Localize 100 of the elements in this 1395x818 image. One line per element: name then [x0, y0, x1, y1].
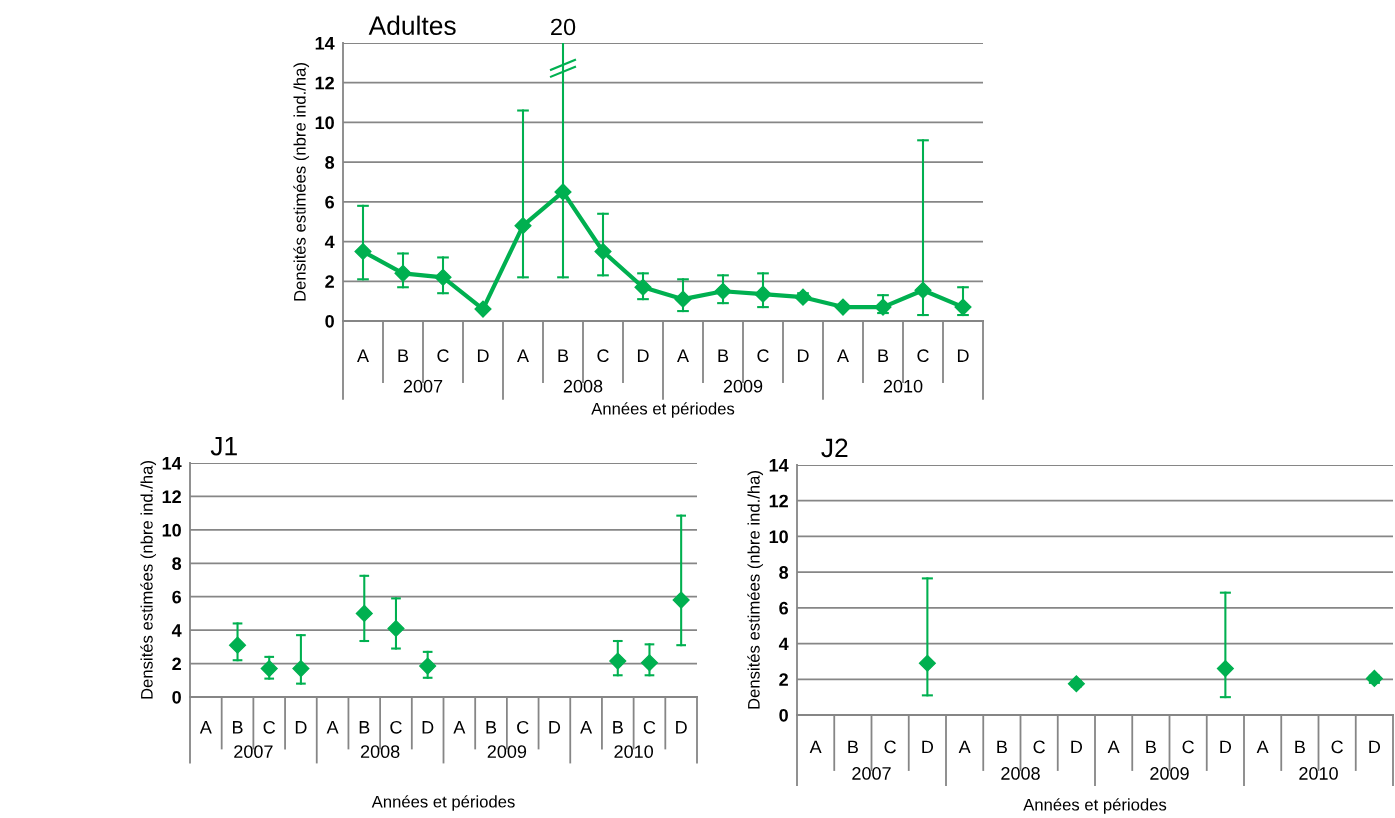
- point: [474, 300, 492, 318]
- x-tick-label: A: [199, 721, 212, 734]
- y-tick-label: 8: [172, 557, 182, 571]
- chart-title: Adultes: [368, 15, 456, 35]
- x-tick-label: B: [718, 349, 729, 362]
- point: [672, 591, 690, 609]
- point: [355, 604, 373, 622]
- point: [609, 652, 627, 670]
- x-tick-label: A: [809, 740, 822, 754]
- y-tick-label: 0: [325, 314, 334, 328]
- x-tick-label: A: [580, 721, 593, 734]
- text: 2009: [723, 379, 763, 393]
- x-tick-label: C: [263, 720, 276, 734]
- x-tick-label: C: [1182, 740, 1194, 754]
- y-tick-label: 6: [325, 195, 335, 209]
- point: [594, 242, 612, 261]
- x-tick-label: D: [637, 349, 649, 362]
- point: [260, 660, 278, 678]
- text: 2009: [1150, 767, 1189, 780]
- x-tick-label: C: [597, 349, 609, 363]
- text: 2008: [360, 745, 400, 759]
- x-tick-label: D: [1071, 740, 1083, 754]
- x-tick-label: C: [517, 720, 529, 734]
- point: [834, 298, 852, 316]
- point: [354, 242, 372, 261]
- point: [640, 654, 659, 672]
- chart-title: J2: [821, 438, 848, 458]
- x-tick-label: B: [486, 721, 497, 734]
- y-axis-title: Densités estimées (nbre ind./ha): [747, 471, 764, 709]
- text: 2008: [563, 379, 603, 393]
- text: 2007: [234, 745, 273, 759]
- y-tick-label: 4: [324, 235, 335, 249]
- y-tick-label: 12: [315, 76, 334, 90]
- x-tick-label: A: [453, 721, 466, 734]
- x-tick-label: C: [437, 349, 449, 363]
- point: [514, 217, 532, 235]
- x-tick-label: A: [1256, 740, 1269, 754]
- point: [419, 657, 437, 675]
- y-tick-label: 4: [171, 624, 182, 637]
- x-tick-label: A: [837, 349, 849, 362]
- x-tick-label: B: [359, 721, 370, 734]
- y-axis-title: Densités estimées (nbre ind./ha): [140, 461, 157, 699]
- x-tick-label: B: [1146, 740, 1156, 754]
- y-tick-label: 8: [779, 566, 789, 579]
- point: [228, 636, 247, 654]
- point: [954, 298, 972, 316]
- point: [434, 268, 452, 286]
- x-tick-label: A: [1107, 740, 1120, 754]
- x-tick-label: D: [922, 740, 934, 754]
- x-axis-title: Années et périodes: [591, 402, 735, 418]
- point: [714, 282, 732, 300]
- x-tick-label: D: [797, 349, 809, 362]
- x-tick-label: A: [326, 721, 339, 734]
- y-tick-label: 10: [162, 523, 181, 537]
- y-tick-label: 10: [769, 530, 788, 544]
- x-tick-label: B: [848, 740, 858, 754]
- x-tick-label: B: [558, 349, 569, 362]
- x-tick-label: A: [357, 349, 369, 362]
- y-tick-label: 12: [769, 494, 788, 508]
- x-tick-label: D: [1369, 740, 1381, 754]
- chart-title: J1: [210, 437, 237, 456]
- y-tick-label: 2: [779, 673, 788, 686]
- x-tick-label: C: [1331, 740, 1343, 754]
- point: [292, 660, 310, 678]
- y-tick-label: 6: [779, 601, 789, 615]
- text: 2010: [883, 379, 923, 393]
- text: 2010: [614, 745, 653, 759]
- point: [394, 264, 412, 282]
- point: [874, 298, 892, 316]
- y-tick-label: 0: [779, 708, 788, 722]
- point: [794, 288, 812, 306]
- y-tick-label: 4: [778, 637, 789, 651]
- y-tick-label: 14: [769, 459, 789, 472]
- point: [387, 619, 405, 638]
- y-tick-label: 12: [162, 490, 181, 503]
- point: [1365, 669, 1383, 687]
- point: [1067, 675, 1085, 693]
- point: [914, 281, 932, 299]
- x-tick-label: B: [878, 349, 889, 362]
- y-tick-label: 14: [162, 457, 182, 470]
- x-tick-label: A: [517, 349, 529, 362]
- y-tick-label: 10: [315, 116, 334, 130]
- y-tick-label: 6: [172, 590, 182, 604]
- x-tick-label: C: [757, 349, 769, 363]
- y-tick-label: 2: [172, 657, 181, 671]
- x-tick-label: D: [422, 721, 434, 734]
- point: [554, 183, 572, 201]
- point: [1216, 660, 1234, 678]
- x-axis-title: Années et périodes: [1023, 798, 1167, 814]
- text: 2010: [1299, 767, 1338, 780]
- x-tick-label: B: [997, 740, 1007, 754]
- x-tick-label: A: [677, 349, 689, 362]
- x-tick-label: D: [549, 721, 561, 734]
- x-tick-label: B: [398, 349, 409, 362]
- point: [674, 290, 692, 308]
- y-tick-label: 0: [172, 690, 181, 704]
- x-tick-label: C: [643, 720, 656, 734]
- text: 2009: [487, 745, 527, 759]
- x-tick-label: B: [613, 721, 623, 734]
- x-tick-label: C: [390, 720, 402, 734]
